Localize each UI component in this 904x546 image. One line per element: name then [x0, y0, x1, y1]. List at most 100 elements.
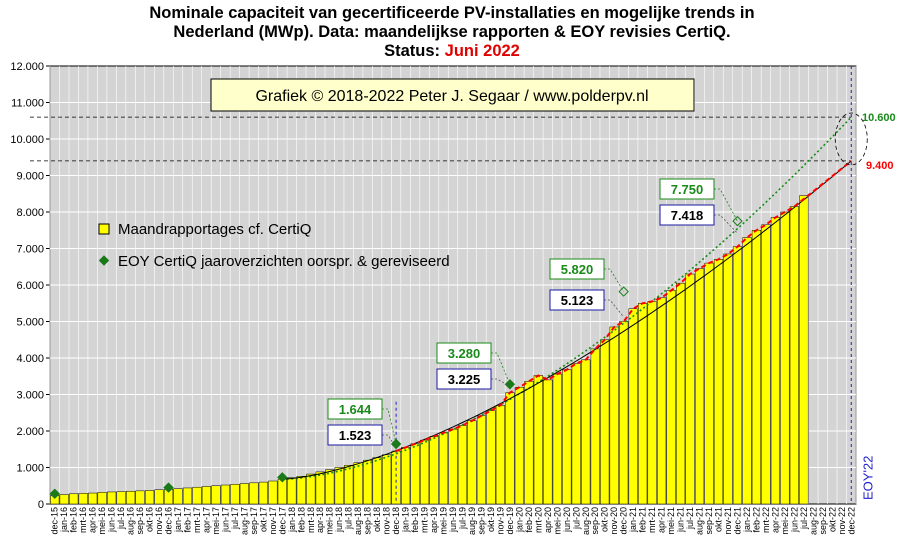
x-tick-label: jun-18 — [334, 507, 344, 533]
y-tick-label: 7.000 — [16, 244, 44, 256]
x-tick-label: feb-16 — [69, 507, 79, 533]
x-tick-label: mei-22 — [780, 507, 790, 535]
trend-green-dotted — [282, 116, 852, 480]
x-tick-label: nov-21 — [723, 507, 733, 535]
bar-aug-20 — [581, 359, 591, 505]
bar-nov-17 — [268, 480, 278, 505]
bar-jul-22 — [799, 195, 809, 505]
x-tick-label: jun-17 — [220, 507, 230, 533]
y-tick-label: 2.000 — [16, 426, 44, 438]
annotation-box — [659, 204, 715, 226]
annotation-leader — [604, 299, 624, 318]
bar-aug-16 — [126, 490, 136, 505]
x-tick-label: feb-21 — [638, 507, 648, 533]
bar-jan-19 — [400, 447, 411, 505]
bar-okt-20 — [600, 339, 610, 505]
x-tick-label: nov-17 — [268, 507, 278, 535]
bar-okt-21 — [713, 259, 724, 505]
x-tick-label: nov-20 — [609, 507, 619, 535]
bar-jun-19 — [448, 428, 458, 505]
legend-label-eoy: EOY CertiQ jaaroverzichten oorspr. & ger… — [118, 253, 450, 270]
x-tick-label: mrt-21 — [647, 507, 657, 533]
bar-mrt-16 — [78, 493, 88, 505]
x-tick-label: okt-22 — [827, 507, 837, 532]
y-tick-label: 10.000 — [10, 134, 44, 146]
annotation-leader — [604, 268, 625, 292]
projection-label-green: 10.600 — [862, 112, 896, 124]
bar-jun-17 — [220, 484, 231, 505]
x-tick-label: mei-16 — [97, 507, 107, 535]
x-tick-label: jun-16 — [107, 507, 117, 533]
x-tick-label: jan-17 — [173, 507, 183, 533]
title-line-2: Nederland (MWp). Data: maandelijkse rapp… — [173, 23, 731, 41]
bar-jun-22 — [789, 206, 799, 505]
annotation-label: 7.418 — [671, 208, 704, 223]
annotation-leader — [491, 378, 511, 387]
bar-apr-17 — [201, 486, 212, 505]
bar-feb-20 — [524, 381, 534, 505]
x-tick-label: mrt-18 — [306, 507, 316, 533]
eoy-marker-dec-20 — [618, 286, 629, 297]
x-tick-label: jun-20 — [562, 507, 572, 533]
annotation-label: 1.644 — [339, 402, 372, 417]
x-tick-label: aug-16 — [126, 507, 136, 535]
x-tick-label: okt-16 — [145, 507, 155, 532]
x-tick-label: okt-19 — [486, 507, 496, 532]
x-tick-label: dec-22 — [846, 507, 856, 535]
bar-mei-21 — [666, 290, 676, 505]
bar-okt-18 — [372, 457, 382, 505]
x-tick-label: apr-22 — [770, 507, 780, 533]
bar-apr-16 — [88, 492, 98, 505]
x-tick-label: sep-17 — [249, 507, 259, 535]
bar-mei-17 — [211, 485, 221, 505]
y-tick-label: 3.000 — [16, 390, 44, 402]
eoy-marker-dec-15 — [49, 488, 60, 499]
annotation-box — [327, 424, 383, 446]
x-tick-label: mrt-22 — [761, 507, 771, 533]
x-tick-label: sep-16 — [135, 507, 145, 535]
x-tick-label: apr-18 — [315, 507, 325, 533]
x-tick-label: nov-19 — [495, 507, 505, 535]
x-tick-label: mei-21 — [666, 507, 676, 535]
eoy-marker-dec-16 — [163, 482, 174, 493]
bar-jul-17 — [230, 484, 240, 505]
y-tick-label: 5.000 — [16, 317, 44, 329]
annotation-label: 3.225 — [448, 372, 481, 387]
bar-jul-21 — [685, 273, 695, 505]
x-tick-label: nov-16 — [154, 507, 164, 535]
annotation-box — [549, 289, 605, 311]
bar-nov-16 — [154, 489, 164, 505]
x-tick-label: jul-22 — [799, 507, 809, 530]
bar-nov-21 — [723, 253, 733, 505]
bar-mei-22 — [780, 211, 790, 505]
x-tick-label: nov-22 — [837, 507, 847, 535]
y-tick-label: 9.000 — [16, 171, 44, 183]
legend-label-bars: Maandrapportages cf. CertiQ — [118, 221, 311, 238]
bar-jun-20 — [562, 369, 572, 505]
x-tick-label: mrt-17 — [192, 507, 202, 533]
bar-feb-17 — [182, 487, 193, 505]
x-tick-label: mrt-19 — [420, 507, 430, 533]
annotation-label: 1.523 — [339, 428, 372, 443]
x-tick-label: feb-22 — [751, 507, 761, 533]
bar-dec-20 — [619, 321, 629, 505]
bar-mei-19 — [438, 432, 449, 505]
bar-dec-18 — [391, 450, 401, 505]
y-tick-label: 1.000 — [16, 463, 44, 475]
y-tick-label: 0 — [38, 499, 44, 511]
bar-nov-19 — [495, 405, 506, 505]
bar-apr-20 — [543, 379, 553, 505]
copyright-box — [210, 78, 695, 112]
x-tick-label: okt-18 — [372, 507, 382, 532]
annotation-box — [327, 398, 383, 420]
status-month: Juni 2022 — [444, 42, 520, 60]
status-label: Status: — [384, 42, 441, 60]
bar-sep-16 — [135, 490, 145, 505]
bar-jan-18 — [287, 477, 297, 505]
bar-jan-22 — [742, 237, 752, 505]
x-tick-label: mei-17 — [211, 507, 221, 535]
x-tick-label: jan-16 — [59, 507, 69, 533]
bar-jul-19 — [457, 425, 468, 505]
bar-feb-19 — [410, 443, 420, 505]
x-tick-label: mrt-20 — [533, 507, 543, 533]
